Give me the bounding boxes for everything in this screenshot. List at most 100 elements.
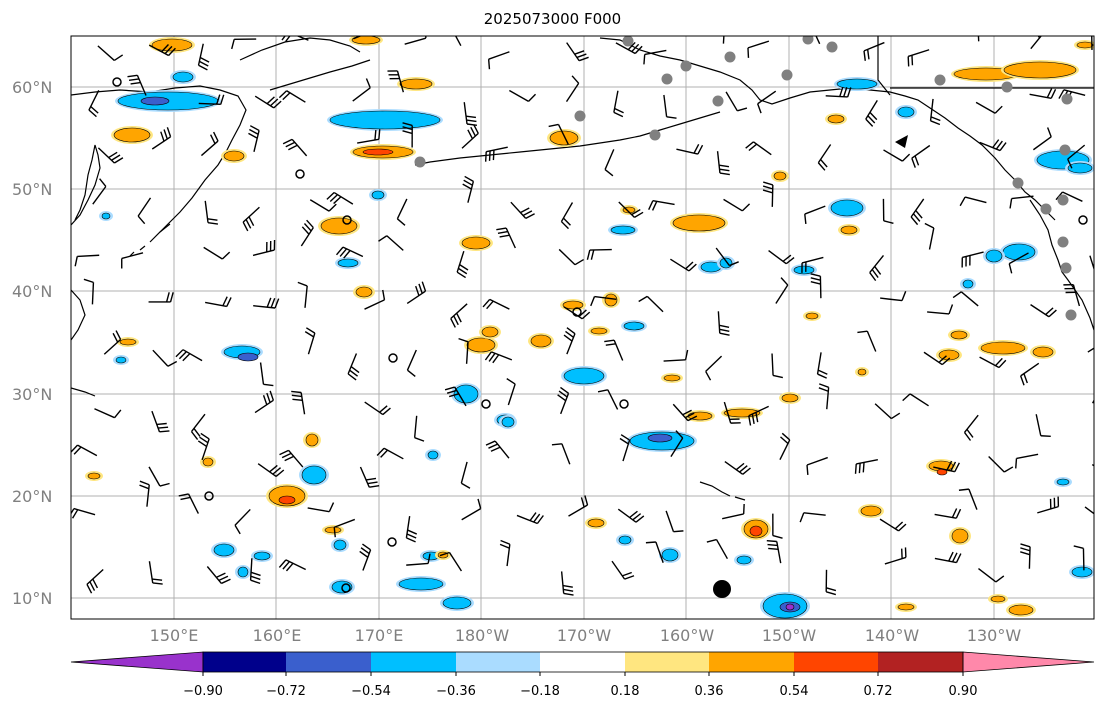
wind-barb: [259, 362, 274, 387]
precip-cell: [324, 526, 342, 534]
colorbar-extend-high: [962, 651, 1095, 673]
wind-barb: [148, 466, 170, 487]
barb-flag: [687, 415, 698, 422]
barb-staff: [806, 456, 828, 466]
barb-staff: [304, 285, 308, 308]
wind-barb: [617, 508, 645, 523]
precip-cell: [371, 190, 385, 200]
plot-area: [71, 36, 1094, 619]
wind-barb: [71, 444, 98, 457]
wind-barb: [482, 298, 510, 310]
barb-flag: [804, 213, 807, 225]
barb-staff: [352, 87, 371, 102]
barb-flag: [231, 39, 235, 50]
wind-barb: [874, 403, 901, 420]
barb-flag: [167, 360, 178, 367]
barb-flag: [460, 482, 471, 489]
wind-barb: [747, 40, 770, 58]
wind-barb: [151, 410, 170, 433]
barb-flag: [71, 509, 79, 519]
station-dot: [802, 36, 814, 45]
wind-barb: [911, 144, 931, 168]
barb-flag: [248, 216, 255, 226]
barb-flag: [279, 449, 289, 456]
station-markers: [112, 36, 1088, 598]
wind-barb: [1063, 284, 1081, 307]
barb-flag: [269, 390, 275, 401]
wind-barb: [670, 430, 684, 457]
wind-barb: [825, 86, 852, 98]
precip-cell: [785, 603, 795, 611]
precip-cell: [237, 352, 259, 362]
barb-flag: [693, 143, 700, 154]
barb-flag: [92, 578, 99, 589]
barb-flag: [590, 296, 596, 307]
barb-flag: [273, 100, 282, 109]
barb-staff: [1089, 255, 1094, 271]
barb-flag: [620, 434, 630, 441]
wind-barb: [638, 295, 664, 313]
barb-flag: [199, 60, 209, 67]
barb-staff: [715, 539, 729, 560]
wind-barb: [439, 551, 463, 572]
wind-barb: [715, 247, 739, 267]
barb-staff: [557, 124, 569, 145]
wind-barb: [461, 498, 482, 521]
precip-cell: [840, 225, 858, 235]
barb-flag: [190, 431, 199, 440]
barb-flag: [576, 53, 587, 59]
barb-staff: [909, 393, 929, 407]
barb-flag: [152, 578, 163, 581]
wind-barb: [643, 49, 667, 65]
map-title: 2025073000 F000: [483, 10, 622, 28]
barb-staff: [91, 282, 95, 305]
precip-cell: [990, 595, 1006, 603]
barb-flag: [88, 109, 97, 118]
station-dot: [661, 73, 673, 85]
barb-staff: [488, 51, 510, 60]
wind-barb: [254, 390, 275, 414]
barb-flag: [854, 463, 857, 474]
barb-flag: [533, 513, 541, 523]
wind-barb: [1020, 362, 1040, 386]
barb-flag: [590, 249, 595, 260]
precip-cell: [587, 518, 605, 528]
colorbar-tick-4: −0.18: [520, 684, 560, 699]
colorbar-segment: [203, 652, 286, 672]
barb-flag: [169, 292, 174, 303]
wind-barb: [884, 547, 907, 565]
precip-cell: [119, 338, 137, 346]
station-dot: [781, 69, 793, 81]
precip-cell: [278, 495, 296, 505]
barb-flag: [548, 123, 559, 128]
barb-flag: [528, 93, 537, 102]
wind-barb: [927, 304, 954, 315]
barb-flag: [166, 127, 172, 138]
colorbar-tick-5: 0.18: [610, 684, 640, 699]
colorbar-tick-9: 0.90: [948, 684, 978, 699]
barb-flag: [867, 115, 876, 124]
barb-flag: [274, 298, 280, 309]
wind-barb: [748, 405, 769, 426]
barb-flag: [333, 196, 342, 205]
barb-flag: [305, 327, 316, 334]
barb-flag: [242, 221, 249, 232]
barb-staff: [604, 149, 615, 170]
wind-barb: [597, 389, 619, 410]
wind-barb: [672, 403, 698, 422]
barb-flag: [675, 430, 684, 439]
barb-staff: [715, 247, 730, 266]
wind-barb: [818, 383, 830, 410]
wind-barb: [745, 141, 772, 156]
barb-flag: [604, 339, 615, 343]
wind-barb: [461, 124, 479, 149]
barb-flag: [810, 277, 821, 281]
station-ring: [342, 215, 352, 225]
station-ring: [341, 583, 351, 593]
wind-barb: [484, 146, 508, 162]
wind-barb: [557, 386, 570, 415]
precip-cell: [549, 130, 579, 146]
barb-flag: [367, 481, 378, 485]
barb-flag: [108, 151, 118, 159]
barb-staff: [92, 186, 107, 205]
